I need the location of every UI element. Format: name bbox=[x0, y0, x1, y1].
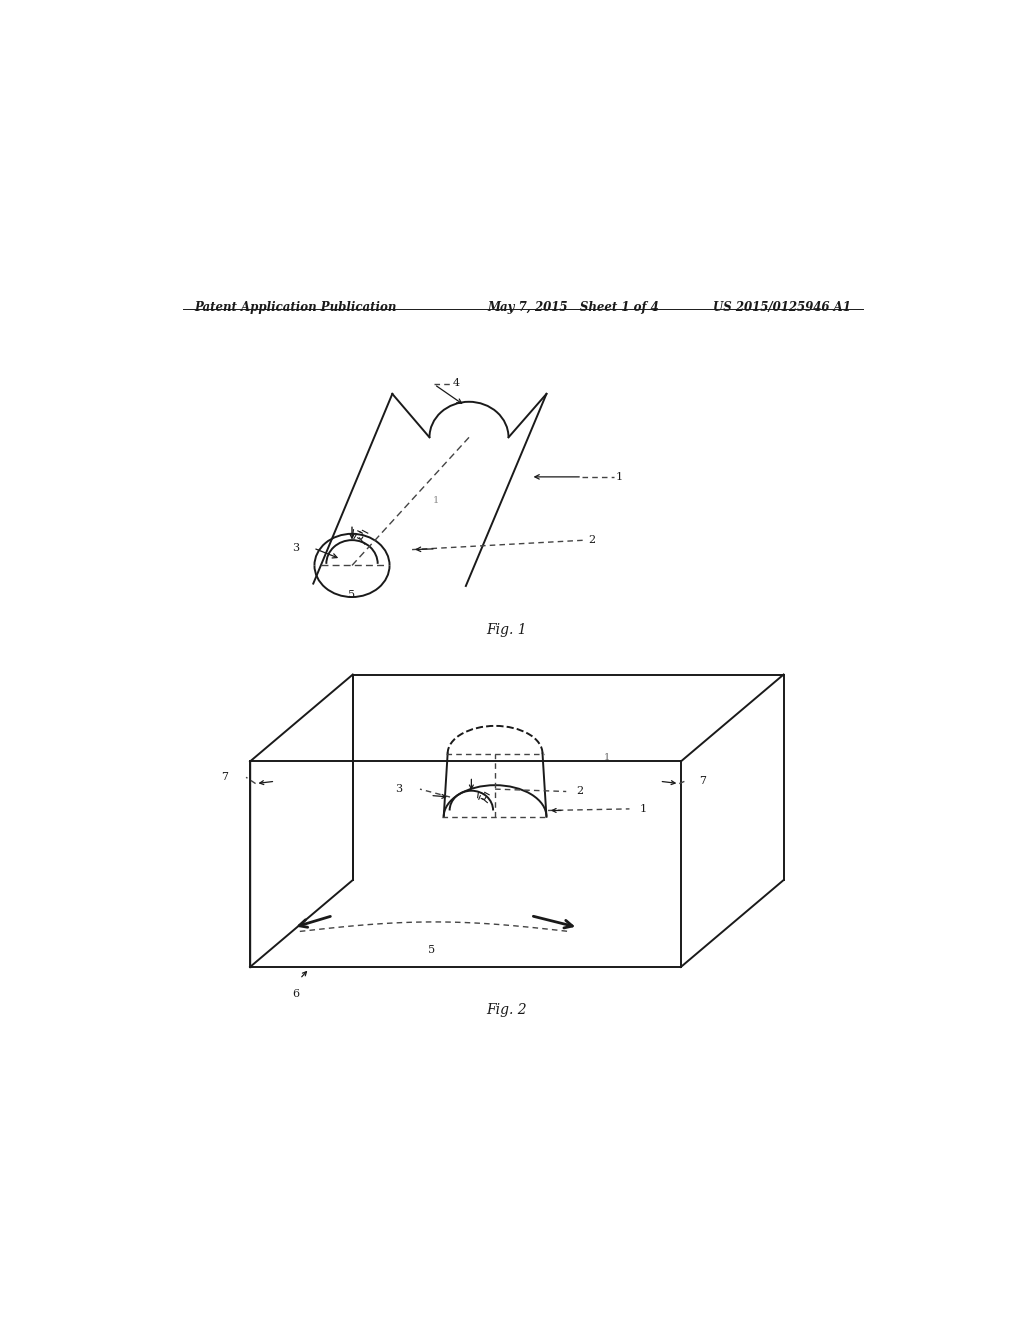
Text: 5: 5 bbox=[348, 590, 356, 599]
Text: 1: 1 bbox=[432, 496, 438, 506]
Text: 3: 3 bbox=[394, 784, 401, 795]
Text: 7: 7 bbox=[221, 772, 227, 783]
Text: Fig. 2: Fig. 2 bbox=[486, 1003, 527, 1016]
Text: May 7, 2015   Sheet 1 of 4: May 7, 2015 Sheet 1 of 4 bbox=[487, 301, 658, 314]
Text: Patent Application Publication: Patent Application Publication bbox=[195, 301, 396, 314]
Text: 3: 3 bbox=[291, 543, 299, 553]
Text: 4: 4 bbox=[452, 378, 460, 388]
Text: 6: 6 bbox=[292, 989, 300, 999]
Text: US 2015/0125946 A1: US 2015/0125946 A1 bbox=[712, 301, 850, 314]
Text: Fig. 1: Fig. 1 bbox=[486, 623, 527, 638]
Text: 5: 5 bbox=[428, 945, 435, 954]
Text: 2: 2 bbox=[576, 787, 583, 796]
Text: 1: 1 bbox=[615, 471, 623, 482]
Text: 1: 1 bbox=[639, 804, 646, 814]
Text: 2: 2 bbox=[588, 535, 595, 545]
Text: 7: 7 bbox=[698, 776, 705, 787]
Text: 1: 1 bbox=[603, 752, 609, 762]
